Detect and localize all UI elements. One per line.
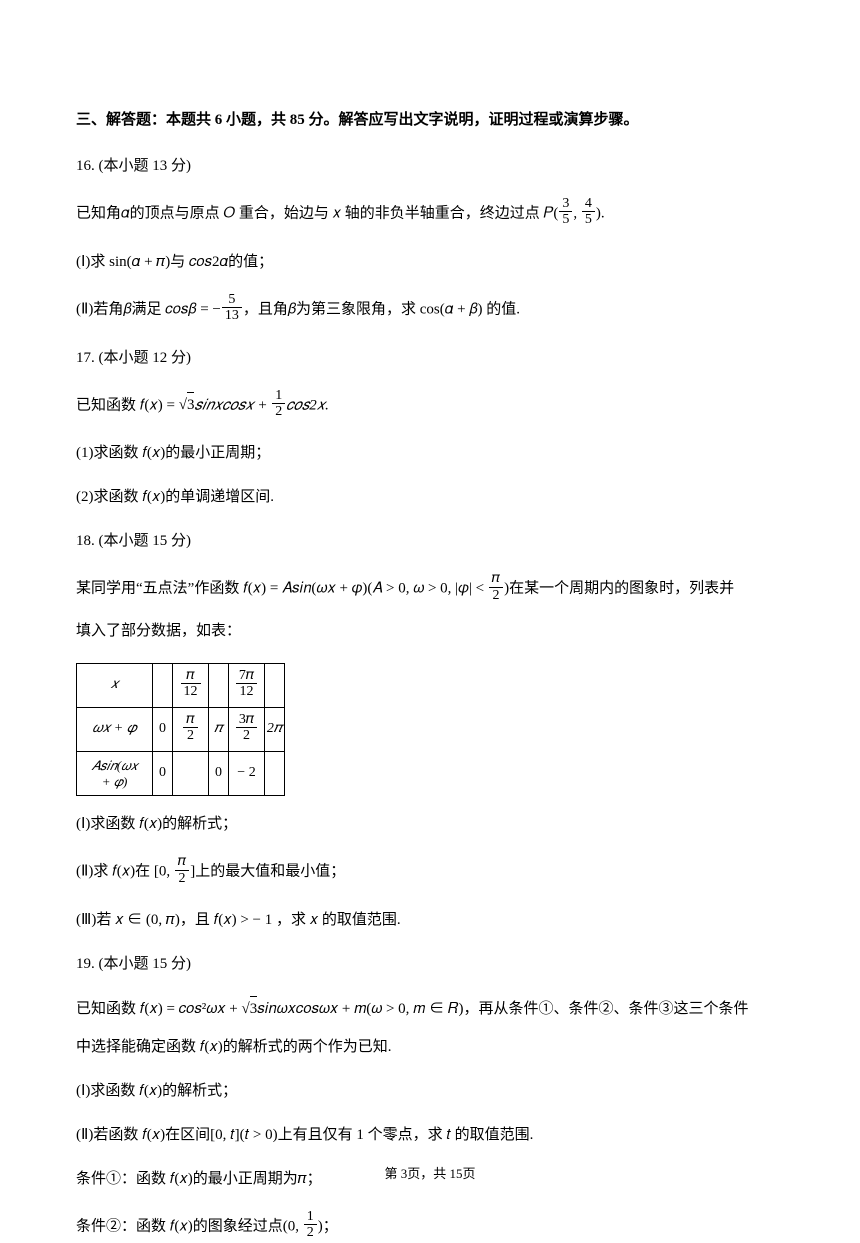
q19-part1: (Ⅰ)求函数 𝑓(𝑥)的解析式； [76, 1079, 784, 1103]
cell [173, 752, 209, 796]
table-row: 𝑥 𝜋12 7𝜋12 [77, 664, 285, 708]
frac-phi: 𝜋2 [489, 571, 503, 603]
q16-header: 16. (本小题 13 分) [76, 154, 784, 178]
q16-stem: 已知角𝛼的顶点与原点 𝑂 重合，始边与 𝑥 轴的非负半轴重合，终边过点 𝑃(35… [76, 198, 784, 230]
q18-stem-pre: 某同学用“五点法”作函数 𝑓(𝑥) = 𝐴𝑠𝑖𝑛(𝜔𝑥 + 𝜑)(𝐴 > 0, … [76, 581, 488, 597]
q16-part1: (Ⅰ)求 sin(𝛼 + 𝜋)与 𝑐𝑜𝑠2𝛼的值； [76, 250, 784, 274]
q16-stem-after: ). [596, 205, 605, 221]
five-point-table: 𝑥 𝜋12 7𝜋12 𝜔𝑥 + 𝜑 0 𝜋2 𝜋 3𝜋2 2𝜋 𝐴𝑠𝑖𝑛(𝜔𝑥+… [76, 663, 285, 796]
q17-stem-after: 𝑐𝑜𝑠2𝑥. [286, 397, 329, 413]
q18-stem-after: )在某一个周期内的图象时，列表并 [504, 581, 734, 597]
frac-half: 12 [272, 388, 285, 420]
q19-cond2-pre: 条件②：函数 𝑓(𝑥)的图象经过点(0, [76, 1218, 303, 1234]
cell [265, 752, 285, 796]
cell-x-label: 𝑥 [77, 664, 153, 708]
q16-part2-after: ，且角𝛽为第三象限角，求 cos(𝛼 + 𝛽) 的值. [243, 301, 520, 317]
q17-header: 17. (本小题 12 分) [76, 346, 784, 370]
cell [153, 664, 173, 708]
page-footer: 第 3页，共 15页 [0, 1163, 860, 1182]
cell-wx-label: 𝜔𝑥 + 𝜑 [77, 708, 153, 752]
q17-part2: (2)求函数 𝑓(𝑥)的单调递增区间. [76, 485, 784, 509]
cell [265, 664, 285, 708]
q18-part2-pre: (Ⅱ)求 𝑓(𝑥)在 [0, [76, 863, 174, 879]
q18-part2-after: ]上的最大值和最小值； [190, 863, 345, 879]
frac-beta: 513 [222, 292, 242, 324]
q19-cond2-after: )； [318, 1218, 338, 1234]
sqrt-3b: √3 [241, 1001, 257, 1017]
frac-py: 45 [582, 196, 595, 228]
cell: 3𝜋2 [229, 708, 265, 752]
document-content: 三、解答题：本题共 6 小题，共 85 分。解答应写出文字说明，证明过程或演算步… [76, 108, 784, 1243]
q18-stem-l1: 某同学用“五点法”作函数 𝑓(𝑥) = 𝐴𝑠𝑖𝑛(𝜔𝑥 + 𝜑)(𝐴 > 0, … [76, 573, 784, 605]
frac-pi2: 𝜋2 [175, 854, 189, 886]
section-heading: 三、解答题：本题共 6 小题，共 85 分。解答应写出文字说明，证明过程或演算步… [76, 108, 784, 132]
cell-asin-label: 𝐴𝑠𝑖𝑛(𝜔𝑥+ 𝜑) [77, 752, 153, 796]
q18-stem-l2: 填入了部分数据，如表： [76, 619, 784, 643]
q17-stem-mid: 𝑠𝑖𝑛𝑥𝑐𝑜𝑠𝑥 + [194, 397, 271, 413]
sqrt-3: √3 [179, 397, 195, 413]
cell: 0 [209, 752, 229, 796]
frac-c2: 12 [304, 1209, 317, 1241]
q19-stem-l1: 已知函数 𝑓(𝑥) = 𝑐𝑜𝑠²𝜔𝑥 + √3𝑠𝑖𝑛𝜔𝑥𝑐𝑜𝑠𝜔𝑥 + 𝑚(𝜔 … [76, 996, 784, 1021]
q19-stem-l2: 中选择能确定函数 𝑓(𝑥)的解析式的两个作为已知. [76, 1035, 784, 1059]
q17-part1: (1)求函数 𝑓(𝑥)的最小正周期； [76, 441, 784, 465]
table-row: 𝜔𝑥 + 𝜑 0 𝜋2 𝜋 3𝜋2 2𝜋 [77, 708, 285, 752]
table-row: 𝐴𝑠𝑖𝑛(𝜔𝑥+ 𝜑) 0 0 − 2 [77, 752, 285, 796]
q18-part1: (Ⅰ)求函数 𝑓(𝑥)的解析式； [76, 812, 784, 836]
cell: 0 [153, 752, 173, 796]
q16-stem-text: 已知角𝛼的顶点与原点 𝑂 重合，始边与 𝑥 轴的非负半轴重合，终边过点 𝑃( [76, 205, 558, 221]
frac-px: 35 [559, 196, 572, 228]
q16-part2-pre: (Ⅱ)若角𝛽满足 𝑐𝑜𝑠𝛽 = − [76, 301, 221, 317]
cell: − 2 [229, 752, 265, 796]
cell: 𝜋 [209, 708, 229, 752]
q19-stem-after: 𝑠𝑖𝑛𝜔𝑥𝑐𝑜𝑠𝜔𝑥 + 𝑚(𝜔 > 0, 𝑚 ∈ 𝑅)，再从条件①、条件②、条… [257, 1001, 748, 1017]
q19-header: 19. (本小题 15 分) [76, 952, 784, 976]
q19-part2: (Ⅱ)若函数 𝑓(𝑥)在区间[0, 𝑡](𝑡 > 0)上有且仅有 1 个零点，求… [76, 1123, 784, 1147]
cell: 2𝜋 [265, 708, 285, 752]
cell: 𝜋2 [173, 708, 209, 752]
q18-part3: (Ⅲ)若 𝑥 ∈ (0, 𝜋)，且 𝑓(𝑥) > − 1 ，求 𝑥 的取值范围. [76, 908, 784, 932]
q18-header: 18. (本小题 15 分) [76, 529, 784, 553]
q19-stem-pre: 已知函数 𝑓(𝑥) = 𝑐𝑜𝑠²𝜔𝑥 + [76, 1001, 241, 1017]
q16-part2: (Ⅱ)若角𝛽满足 𝑐𝑜𝑠𝛽 = −513，且角𝛽为第三象限角，求 cos(𝛼 +… [76, 294, 784, 326]
q18-part2: (Ⅱ)求 𝑓(𝑥)在 [0, 𝜋2]上的最大值和最小值； [76, 856, 784, 888]
q17-stem-pre: 已知函数 𝑓(𝑥) = [76, 397, 179, 413]
q17-stem: 已知函数 𝑓(𝑥) = √3𝑠𝑖𝑛𝑥𝑐𝑜𝑠𝑥 + 12𝑐𝑜𝑠2𝑥. [76, 390, 784, 422]
cell: 0 [153, 708, 173, 752]
cell: 7𝜋12 [229, 664, 265, 708]
cell [209, 664, 229, 708]
cell: 𝜋12 [173, 664, 209, 708]
